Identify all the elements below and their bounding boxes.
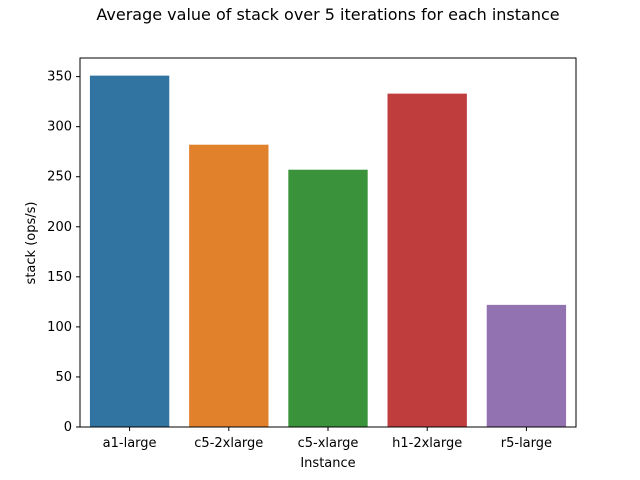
x-tick-label: a1-large — [103, 436, 157, 451]
y-axis-label: stack (ops/s) — [24, 202, 39, 285]
y-tick-label: 0 — [64, 420, 72, 435]
plot-area: 0 50 100 150 200 250 300 350 a1-large c5-2xlarge c… — [47, 57, 577, 451]
x-tick-label: c5-2xlarge — [194, 436, 263, 451]
y-tick-label: 50 — [55, 370, 72, 385]
x-tick-label: r5-large — [501, 436, 552, 451]
y-tick-label: 200 — [47, 220, 72, 235]
x-tick-label: h1-2xlarge — [392, 436, 462, 451]
y-tick-label: 250 — [47, 170, 72, 185]
bar-c5-xlarge — [288, 169, 368, 427]
bar-a1-large — [89, 75, 170, 427]
y-tick-label: 300 — [47, 120, 72, 135]
y-tick-label: 350 — [47, 70, 72, 85]
x-axis-label: Instance — [300, 456, 355, 471]
y-tick-label: 150 — [47, 270, 72, 285]
chart-title: Average value of stack over 5 iterations… — [96, 5, 559, 24]
y-tick-label: 100 — [47, 320, 72, 335]
bar-r5-large — [486, 304, 567, 427]
x-tick-label: c5-xlarge — [298, 436, 359, 451]
bar-h1-2xlarge — [387, 93, 467, 427]
bar-c5-2xlarge — [189, 144, 269, 427]
